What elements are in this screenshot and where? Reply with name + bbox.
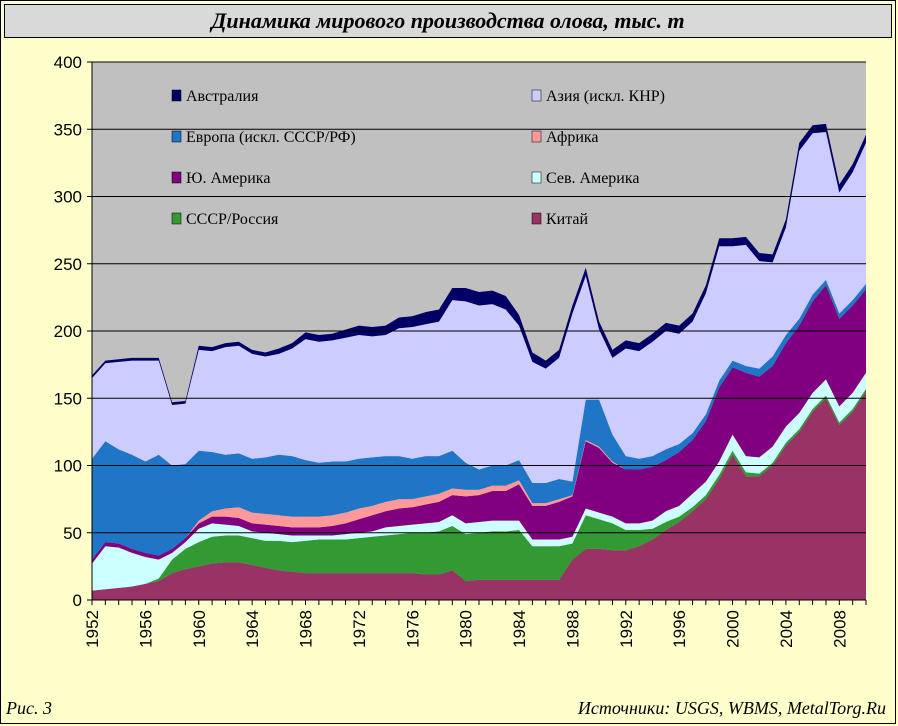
x-tick-label-4: 1968	[297, 610, 316, 648]
x-tick-label-3: 1964	[243, 610, 262, 648]
x-tick-label-14: 2008	[830, 610, 849, 648]
legend-swatch-7	[171, 212, 182, 225]
legend-swatch-2	[531, 89, 542, 102]
y-tick-label-8: 400	[54, 53, 82, 72]
legend-label-1: Австралия	[186, 88, 259, 105]
x-tick-label-0: 1952	[83, 610, 102, 648]
y-tick-label-7: 350	[54, 120, 82, 139]
legend-label-5: Ю. Америка	[186, 170, 270, 187]
y-tick-label-5: 250	[54, 255, 82, 274]
x-tick-label-9: 1988	[563, 610, 582, 648]
area-series-1	[92, 391, 866, 600]
y-tick-label-3: 150	[54, 389, 82, 408]
area-series-2	[92, 388, 866, 591]
y-tick-label-2: 100	[54, 457, 82, 476]
legend-swatch-6	[531, 171, 542, 184]
x-tick-label-6: 1976	[403, 610, 422, 648]
x-tick-label-1: 1956	[136, 610, 155, 648]
x-tick-label-5: 1972	[350, 610, 369, 648]
chart-title: Динамика мирового производства олова, ты…	[4, 4, 892, 38]
legend-label-4: Африка	[546, 129, 599, 146]
x-tick-label-2: 1960	[190, 610, 209, 648]
area-series-6	[92, 279, 866, 560]
y-tick-label-4: 200	[54, 322, 82, 341]
x-tick-label-10: 1992	[617, 610, 636, 648]
area-series-4	[92, 285, 866, 564]
x-tick-label-12: 2000	[724, 610, 743, 648]
area-series-3	[92, 372, 866, 591]
x-tick-label-11: 1996	[670, 610, 689, 648]
y-tick-label-0: 0	[73, 591, 82, 610]
x-tick-label-13: 2004	[777, 610, 796, 648]
y-tick-label-1: 50	[63, 524, 82, 543]
legend-swatch-4	[531, 130, 542, 143]
legend-label-7: СССР/Россия	[186, 211, 279, 228]
legend-label-2: Азия (искл. КНР)	[546, 88, 665, 105]
legend-swatch-5	[171, 171, 182, 184]
area-series-7	[92, 131, 866, 483]
x-tick-label-8: 1984	[510, 610, 529, 648]
sources-note: Источники: USGS, WBMS, MetalTorg.Ru	[577, 698, 886, 718]
legend-swatch-3	[171, 130, 182, 143]
legend-label-6: Сев. Америка	[546, 170, 640, 187]
legend-swatch-8	[531, 212, 542, 225]
figure-label: Рис. 3	[6, 698, 52, 718]
area-chart: 0 50 100 150 200 250 300 350 400 1952 1956 1960 1964…	[54, 53, 867, 648]
y-tick-label-6: 300	[54, 188, 82, 207]
legend-label-3: Европа (искл. СССР/РФ)	[186, 129, 356, 146]
legend-swatch-1	[171, 89, 182, 102]
legend-label-8: Китай	[546, 211, 589, 228]
x-tick-label-7: 1980	[457, 610, 476, 648]
